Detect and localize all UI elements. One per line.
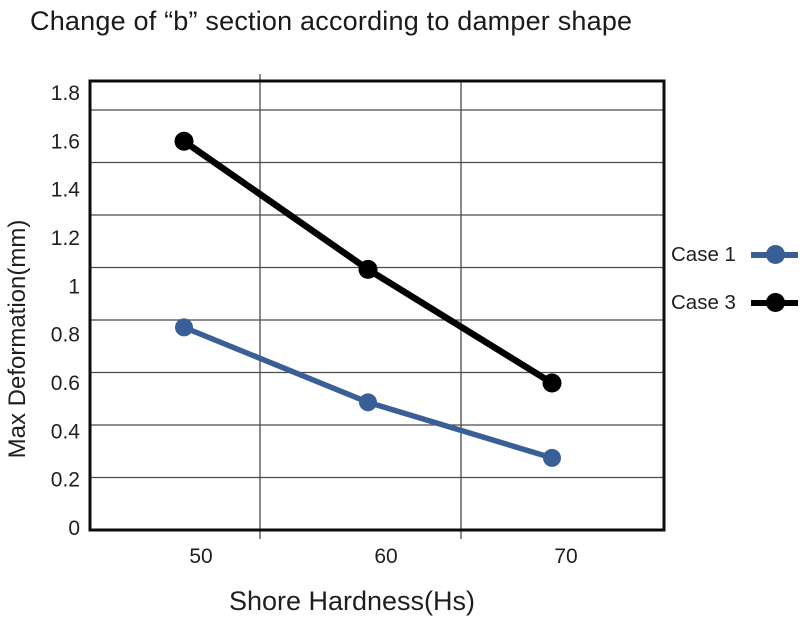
legend-marker-icon-case-1 <box>766 245 785 264</box>
y-tick-label: 0.8 <box>51 324 80 347</box>
x-axis-title: Shore Hardness(Hs) <box>228 586 476 616</box>
x-tick-label: 60 <box>374 545 397 568</box>
data-point-marker-case-3 <box>542 373 562 393</box>
data-point-marker-case-3 <box>174 131 194 151</box>
data-point-marker-case-3 <box>358 259 378 279</box>
y-tick-label: 1.2 <box>51 227 80 250</box>
y-tick-label: 0.6 <box>51 372 80 395</box>
legend-label-case-1: Case 1 <box>671 243 736 266</box>
y-tick-label: 1.4 <box>51 179 81 202</box>
legend-label-case-3: Case 3 <box>671 291 736 314</box>
y-tick-label: 0.2 <box>51 469 80 492</box>
y-tick-label: 1.6 <box>51 130 80 153</box>
data-point-marker-case-1 <box>359 393 377 412</box>
x-tick-label: 70 <box>554 545 577 568</box>
y-tick-label: 0 <box>68 517 80 540</box>
data-point-marker-case-1 <box>543 448 561 467</box>
y-tick-label: 1.8 <box>51 82 80 105</box>
y-tick-label: 0.4 <box>51 420 81 443</box>
x-tick-label: 50 <box>189 545 212 568</box>
chart-title: Change of “b” section according to dampe… <box>30 6 633 36</box>
plot-border <box>88 79 666 532</box>
data-point-marker-case-1 <box>175 318 193 337</box>
y-tick-label: 1 <box>68 275 80 298</box>
legend-marker-icon-case-3 <box>766 293 785 312</box>
